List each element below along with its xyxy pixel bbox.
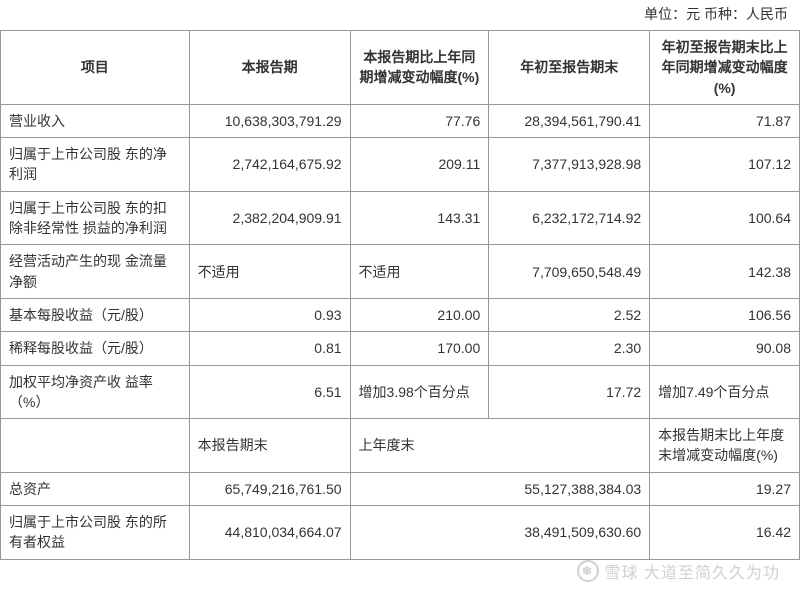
cell-value: 210.00 <box>350 298 489 331</box>
cell-value: 不适用 <box>189 245 350 299</box>
cell-value: 0.93 <box>189 298 350 331</box>
col-header-period: 本报告期 <box>189 31 350 105</box>
cell-value: 90.08 <box>650 332 800 365</box>
cell-value: 44,810,034,664.07 <box>189 506 350 560</box>
cell-value: 170.00 <box>350 332 489 365</box>
cell-value: 71.87 <box>650 104 800 137</box>
col-header-change1: 本报告期比上年同期增减变动幅度(%) <box>350 31 489 105</box>
cell-value: 2,742,164,675.92 <box>189 138 350 192</box>
cell-value: 209.11 <box>350 138 489 192</box>
cell-project: 经营活动产生的现 金流量净额 <box>1 245 190 299</box>
col-header-change2: 年初至报告期末比上年同期增减变动幅度(%) <box>650 31 800 105</box>
table-row: 总资产 65,749,216,761.50 55,127,388,384.03 … <box>1 472 800 505</box>
cell-value: 10,638,303,791.29 <box>189 104 350 137</box>
table-row: 基本每股收益（元/股） 0.93 210.00 2.52 106.56 <box>1 298 800 331</box>
watermark: ❄ 雪球 大道至简久久为功 <box>577 559 780 583</box>
sub-header-change: 本报告期末比上年度末增减变动幅度(%) <box>650 419 800 473</box>
cell-value: 16.42 <box>650 506 800 560</box>
cell-project: 归属于上市公司股 东的净利润 <box>1 138 190 192</box>
table-row: 加权平均净资产收 益率（%） 6.51 增加3.98个百分点 17.72 增加7… <box>1 365 800 419</box>
cell-project: 基本每股收益（元/股） <box>1 298 190 331</box>
cell-value: 6.51 <box>189 365 350 419</box>
cell-value: 2,382,204,909.91 <box>189 191 350 245</box>
cell-value: 2.30 <box>489 332 650 365</box>
table-row: 归属于上市公司股 东的扣除非经常性 损益的净利润 2,382,204,909.9… <box>1 191 800 245</box>
cell-value: 143.31 <box>350 191 489 245</box>
cell-value: 28,394,561,790.41 <box>489 104 650 137</box>
cell-project: 总资产 <box>1 472 190 505</box>
cell-value: 增加7.49个百分点 <box>650 365 800 419</box>
cell-value: 55,127,388,384.03 <box>350 472 650 505</box>
cell-project: 营业收入 <box>1 104 190 137</box>
cell-value: 106.56 <box>650 298 800 331</box>
table-row: 营业收入 10,638,303,791.29 77.76 28,394,561,… <box>1 104 800 137</box>
cell-value: 7,709,650,548.49 <box>489 245 650 299</box>
cell-value: 77.76 <box>350 104 489 137</box>
table-row: 经营活动产生的现 金流量净额 不适用 不适用 7,709,650,548.49 … <box>1 245 800 299</box>
table-row: 稀释每股收益（元/股） 0.81 170.00 2.30 90.08 <box>1 332 800 365</box>
snowball-icon: ❄ <box>577 560 599 582</box>
cell-value: 2.52 <box>489 298 650 331</box>
table-row: 归属于上市公司股 东的净利润 2,742,164,675.92 209.11 7… <box>1 138 800 192</box>
cell-project: 稀释每股收益（元/股） <box>1 332 190 365</box>
cell-value: 107.12 <box>650 138 800 192</box>
financial-table: 项目 本报告期 本报告期比上年同期增减变动幅度(%) 年初至报告期末 年初至报告… <box>0 30 800 560</box>
cell-value: 6,232,172,714.92 <box>489 191 650 245</box>
col-header-project: 项目 <box>1 31 190 105</box>
col-header-ytd: 年初至报告期末 <box>489 31 650 105</box>
sub-header-period-end: 本报告期末 <box>189 419 350 473</box>
cell-project: 归属于上市公司股 东的所有者权益 <box>1 506 190 560</box>
cell-value: 不适用 <box>350 245 489 299</box>
cell-value: 17.72 <box>489 365 650 419</box>
cell-value: 100.64 <box>650 191 800 245</box>
sub-header-prev-year: 上年度末 <box>350 419 650 473</box>
cell-value: 38,491,509,630.60 <box>350 506 650 560</box>
cell-value: 142.38 <box>650 245 800 299</box>
table-header-row: 项目 本报告期 本报告期比上年同期增减变动幅度(%) 年初至报告期末 年初至报告… <box>1 31 800 105</box>
cell-value: 7,377,913,928.98 <box>489 138 650 192</box>
cell-value: 65,749,216,761.50 <box>189 472 350 505</box>
cell-value: 0.81 <box>189 332 350 365</box>
sub-header-row: 本报告期末 上年度末 本报告期末比上年度末增减变动幅度(%) <box>1 419 800 473</box>
unit-line: 单位：元 币种：人民币 <box>0 0 800 30</box>
cell-project: 归属于上市公司股 东的扣除非经常性 损益的净利润 <box>1 191 190 245</box>
cell-project: 加权平均净资产收 益率（%） <box>1 365 190 419</box>
cell-value: 19.27 <box>650 472 800 505</box>
sub-header-blank <box>1 419 190 473</box>
watermark-text: 雪球 大道至简久久为功 <box>605 559 780 583</box>
cell-value: 增加3.98个百分点 <box>350 365 489 419</box>
table-row: 归属于上市公司股 东的所有者权益 44,810,034,664.07 38,49… <box>1 506 800 560</box>
